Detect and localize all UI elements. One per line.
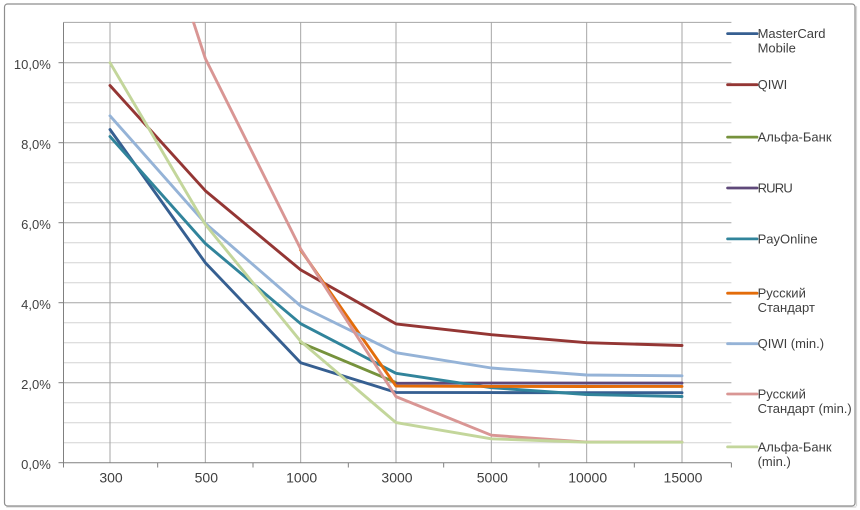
svg-text:Русский: Русский	[758, 286, 806, 301]
svg-text:15000: 15000	[664, 470, 703, 486]
svg-text:8,0%: 8,0%	[21, 137, 51, 152]
svg-text:Русский: Русский	[758, 386, 806, 401]
svg-text:MasterCard: MasterCard	[758, 26, 826, 41]
svg-text:10000: 10000	[568, 470, 607, 486]
svg-text:3000: 3000	[381, 470, 412, 486]
svg-text:Стандарт: Стандарт	[758, 300, 815, 315]
svg-text:0,0%: 0,0%	[21, 457, 51, 472]
svg-text:PayOnline: PayOnline	[758, 231, 818, 246]
svg-text:300: 300	[99, 470, 123, 486]
svg-text:6,0%: 6,0%	[21, 217, 51, 232]
svg-text:QIWI: QIWI	[758, 77, 788, 92]
svg-text:5000: 5000	[477, 470, 508, 486]
svg-text:QIWI (min.): QIWI (min.)	[758, 336, 824, 351]
svg-text:Альфа-Банк: Альфа-Банк	[758, 439, 832, 454]
svg-text:500: 500	[195, 470, 219, 486]
svg-text:4,0%: 4,0%	[21, 297, 51, 312]
svg-text:(min.): (min.)	[758, 454, 791, 469]
svg-text:2,0%: 2,0%	[21, 377, 51, 392]
svg-text:Mobile: Mobile	[758, 41, 796, 56]
svg-text:RURU: RURU	[758, 180, 793, 195]
svg-text:Альфа-Банк: Альфа-Банк	[758, 130, 832, 145]
svg-text:1000: 1000	[286, 470, 317, 486]
svg-text:Стандарт (min.): Стандарт (min.)	[758, 401, 852, 416]
svg-text:10,0%: 10,0%	[14, 57, 51, 72]
